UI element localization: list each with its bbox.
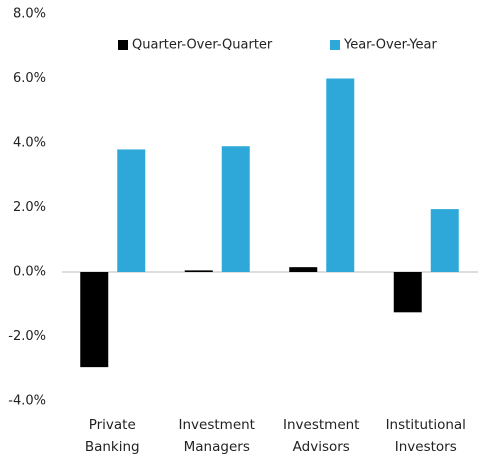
legend-swatch	[330, 40, 340, 50]
legend-label: Year-Over-Year	[343, 38, 438, 53]
bar	[326, 78, 355, 272]
y-tick-label: -4.0%	[8, 394, 46, 409]
bar	[184, 270, 213, 272]
x-tick-label: Investment Advisors	[283, 417, 360, 455]
bar	[117, 149, 146, 272]
bar	[80, 272, 109, 368]
bar	[221, 146, 250, 272]
x-tick-label: Investment Managers	[178, 417, 255, 455]
legend-label: Quarter-Over-Quarter	[132, 38, 273, 53]
bar	[430, 209, 459, 272]
y-tick-label: 6.0%	[13, 71, 46, 86]
x-tick-label: Institutional Investors	[385, 417, 466, 455]
bar	[289, 267, 318, 272]
bar	[393, 272, 422, 313]
y-tick-label: 4.0%	[13, 136, 46, 151]
legend-swatch	[118, 40, 128, 50]
y-tick-label: 8.0%	[13, 7, 46, 22]
y-tick-label: -2.0%	[8, 329, 46, 344]
y-tick-label: 0.0%	[13, 265, 46, 280]
x-tick-label: Private Banking	[84, 417, 140, 455]
y-tick-label: 2.0%	[13, 200, 46, 215]
